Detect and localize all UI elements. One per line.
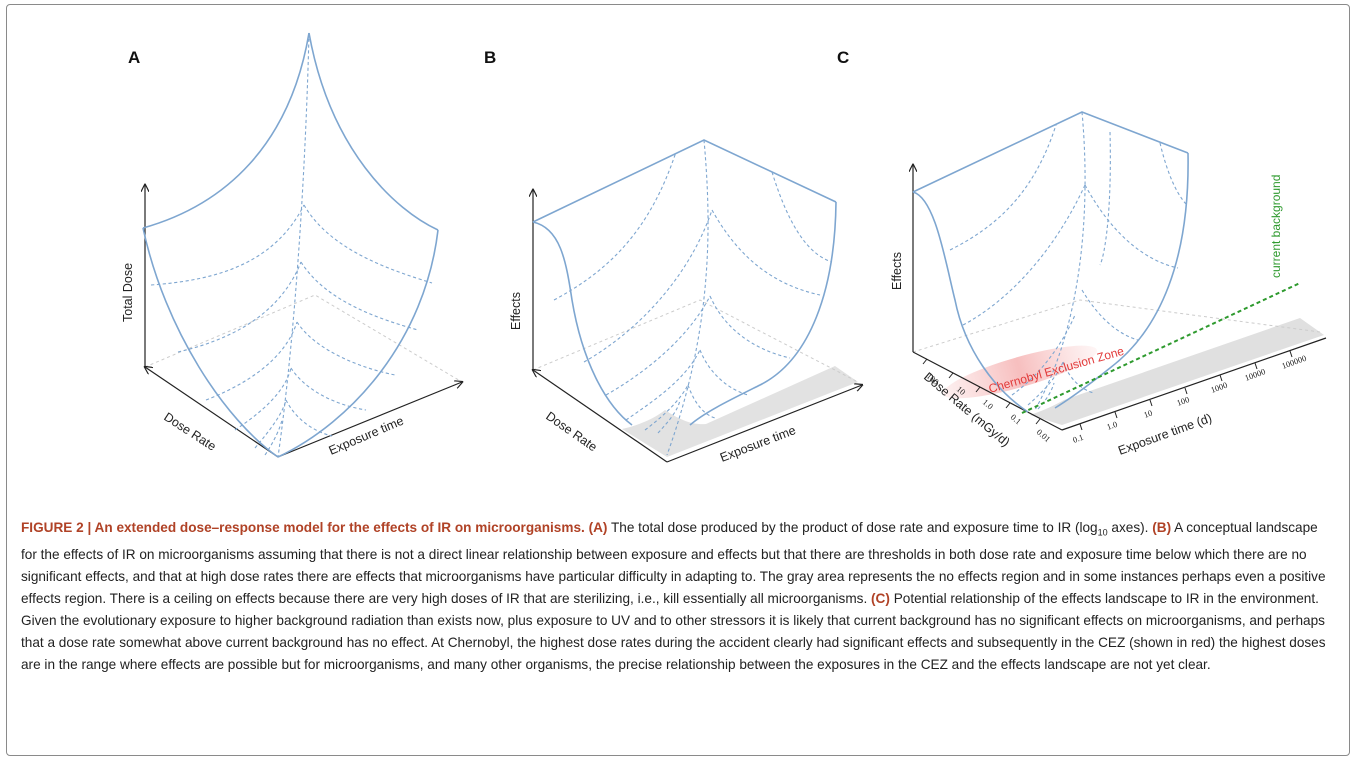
figure-panels: A Total Dose Dose Rate Exposure time B <box>121 32 1327 465</box>
contour-b9 <box>687 384 716 419</box>
dose-rate-label-b: Dose Rate <box>543 409 599 454</box>
ceiling-c <box>912 111 1189 193</box>
panel-c: C <box>837 48 1327 458</box>
base-plane-b <box>532 299 859 383</box>
contour-b1 <box>553 151 677 301</box>
caption-text-c: Potential relationship of the effects la… <box>21 590 1326 672</box>
base-plane-a <box>144 294 463 383</box>
exposure-axis-b <box>666 385 862 463</box>
caption-label-a: (A) <box>588 520 608 535</box>
contour-a2 <box>303 204 433 284</box>
contour-b5 <box>709 295 791 359</box>
left-edge-b <box>532 221 633 426</box>
right-edge-c <box>1054 152 1189 409</box>
exposure-tick-10000: 10000 <box>1243 366 1266 383</box>
top-right-edge-a <box>308 32 439 231</box>
chernobyl-zone-shading <box>942 345 1098 399</box>
contour-a10 <box>285 399 333 437</box>
exposure-ticks-c <box>1079 350 1293 431</box>
panel-a: A Total Dose Dose Rate Exposure time <box>121 32 463 458</box>
left-edge-c <box>912 191 1029 413</box>
no-effects-region-b <box>622 366 858 457</box>
contour-a5 <box>205 321 298 401</box>
y-axis-label-a: Total Dose <box>121 263 135 322</box>
exposure-axis-a <box>277 382 462 458</box>
current-background-label: current background <box>1269 175 1283 278</box>
figure-frame <box>6 4 1350 756</box>
caption-text-a2: axes). <box>1111 520 1149 535</box>
dose-rate-tick-0-01: 0.01 <box>1035 427 1053 444</box>
panel-letter-b: B <box>484 48 496 67</box>
contour-c4 <box>1099 131 1111 266</box>
contour-a11 <box>264 419 283 456</box>
contour-c2 <box>962 184 1086 326</box>
dose-rate-ticks-c <box>922 358 1041 425</box>
contour-b2 <box>583 209 713 363</box>
contour-c5 <box>1159 142 1188 206</box>
contour-a4 <box>300 261 419 331</box>
contour-b6 <box>625 349 701 421</box>
contour-a6 <box>296 321 396 376</box>
panel-letter-c: C <box>837 48 849 67</box>
dose-rate-axis-c <box>912 351 1063 431</box>
figure-caption: FIGURE 2 | An extended dose–response mod… <box>21 517 1337 676</box>
caption-label-c: (C) <box>871 590 890 606</box>
contour-a3 <box>177 261 302 353</box>
left-edge-a <box>142 227 279 458</box>
panel-b: B Effects Dose Rate Exposure time <box>484 48 862 465</box>
panel-letter-a: A <box>128 48 140 67</box>
exposure-axis-c <box>1061 337 1327 431</box>
exposure-tick-100000: 100000 <box>1280 353 1307 371</box>
contour-c1 <box>949 124 1057 251</box>
y-axis-label-b: Effects <box>509 292 523 330</box>
ridge-a <box>277 32 310 458</box>
contour-c6 <box>1081 289 1139 341</box>
ceiling-b <box>532 139 837 223</box>
caption-title: FIGURE 2 | An extended dose–response mod… <box>21 520 585 535</box>
exposure-tick-10: 10 <box>1142 408 1153 420</box>
dose-rate-axis-b <box>533 370 668 463</box>
exposure-label-a: Exposure time <box>327 414 406 458</box>
contour-b8 <box>644 384 689 431</box>
base-plane-c <box>912 299 1321 353</box>
contour-a9 <box>254 399 287 449</box>
right-edge-b <box>689 201 837 426</box>
dose-rate-label-a: Dose Rate <box>161 410 218 454</box>
contour-b7 <box>699 349 749 396</box>
y-axis-label-c: Effects <box>890 252 904 290</box>
contour-b3 <box>711 209 821 296</box>
contour-c3 <box>1084 184 1179 269</box>
exposure-tick-0-1: 0.1 <box>1071 432 1084 445</box>
current-background-line <box>1021 282 1301 414</box>
no-effects-region-c <box>1030 318 1324 425</box>
ridge-c <box>1034 111 1086 411</box>
contour-b10 <box>657 399 681 434</box>
ridge-b <box>666 139 709 456</box>
contour-b4 <box>605 295 711 396</box>
caption-text-a1: The total dose produced by the product o… <box>610 520 1098 535</box>
exposure-tick-1000: 1000 <box>1209 380 1228 395</box>
contour-a8 <box>290 367 367 411</box>
dose-rate-tick-0-1: 0.1 <box>1009 412 1024 426</box>
contour-b11 <box>771 171 833 263</box>
contour-a1 <box>150 204 305 286</box>
top-left-edge-a <box>142 32 310 229</box>
exposure-label-c: Exposure time (d) <box>1116 411 1213 458</box>
contour-c10 <box>1037 382 1055 410</box>
exposure-tick-100: 100 <box>1175 394 1190 408</box>
caption-text-a-sub: 10 <box>1097 527 1108 538</box>
caption-text-b: A conceptual landscape for the effects o… <box>21 520 1326 606</box>
dose-rate-tick-1: 1.0 <box>981 397 996 411</box>
dose-rate-axis-a <box>145 367 279 458</box>
contour-c9 <box>1062 361 1095 394</box>
contour-c8 <box>1027 361 1064 406</box>
caption-label-b: (B) <box>1152 520 1172 535</box>
exposure-tick-1: 1.0 <box>1105 419 1118 432</box>
contour-a7 <box>234 367 292 431</box>
